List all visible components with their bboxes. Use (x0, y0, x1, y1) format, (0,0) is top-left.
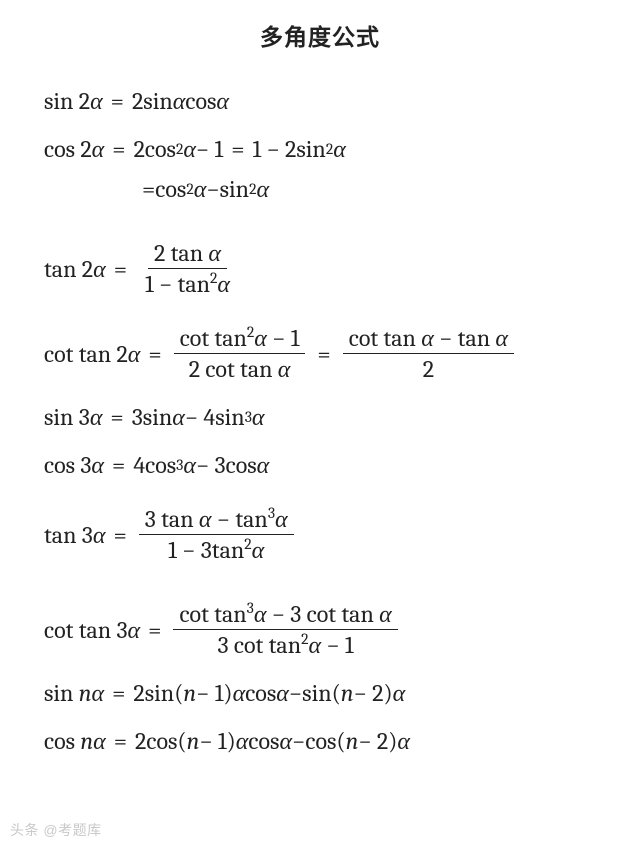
footer-attribution: 头条 @考题库 (10, 820, 102, 840)
formula-cottan2a: cot tan 2α= cot tan2α − 1 2 cot tan α = … (44, 323, 596, 384)
formula-tan3a: tan 3α= 3 tan α − tan3α 1 − 3tan2α (44, 504, 596, 565)
formula-cosna: cos nα= 2 cos(n − 1)α cos α − cos(n − 2)… (44, 726, 596, 756)
formula-cos2a-cont: = cos2α − sin2 α (44, 174, 596, 204)
formula-sinna: sin nα= 2 sin(n − 1)α cos α − sin(n − 2)… (44, 678, 596, 708)
formula-tan2a: tan 2α= 2 tan α 1 − tan2α (44, 238, 596, 299)
page-content: 多角度公式 sin 2α= 2 sin α cos α cos 2α= 2cos… (0, 0, 640, 756)
formula-cos2a: cos 2α= 2cos2α − 1=1 − 2sin2α (44, 134, 596, 164)
formula-cos3a: cos 3α= 4cos3α − 3 cos α (44, 450, 596, 480)
formula-sin2a: sin 2α= 2 sin α cos α (44, 86, 596, 116)
formula-cottan3a: cot tan 3α= cot tan3α − 3 cot tan α 3 co… (44, 599, 596, 660)
page-title: 多角度公式 (44, 18, 596, 52)
formula-sin3a: sin 3α= 3 sin α − 4sin3α (44, 402, 596, 432)
